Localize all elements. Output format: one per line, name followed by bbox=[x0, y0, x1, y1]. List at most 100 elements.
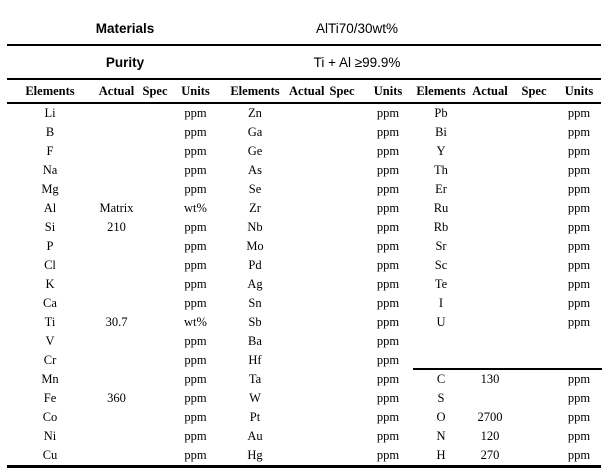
cell-actual bbox=[469, 332, 511, 351]
cell-actual: Matrix bbox=[99, 201, 134, 215]
cell-units: ppm bbox=[567, 125, 591, 139]
cell-element: Zr bbox=[249, 201, 261, 215]
cell-actual bbox=[289, 408, 321, 427]
cell-actual bbox=[289, 389, 321, 408]
cell-actual bbox=[93, 351, 140, 370]
cell-units: ppm bbox=[184, 334, 207, 348]
cell-spec bbox=[321, 294, 363, 313]
materials-row: Materials AlTi70/30wt% bbox=[0, 0, 609, 44]
cell-units: ppm bbox=[567, 182, 591, 196]
cell-element: Ga bbox=[247, 125, 263, 139]
cell-spec bbox=[140, 161, 170, 180]
cell-units: ppm bbox=[376, 163, 400, 177]
cell-element: Mg bbox=[41, 182, 59, 196]
cell-element: Sb bbox=[248, 315, 262, 329]
cell-element: Si bbox=[44, 220, 56, 234]
cell-units: ppm bbox=[184, 106, 207, 120]
cell-element: Nb bbox=[247, 220, 263, 234]
cell-actual bbox=[289, 275, 321, 294]
column-header-elements-3: Elements bbox=[416, 83, 466, 98]
cell-actual bbox=[289, 199, 321, 218]
cell-element: Hg bbox=[247, 448, 263, 462]
cell-actual bbox=[93, 294, 140, 313]
column-header-units-2: Units bbox=[373, 83, 403, 98]
cell-spec bbox=[140, 180, 170, 199]
cell-spec bbox=[321, 275, 363, 294]
cell-units: ppm bbox=[567, 163, 591, 177]
cell-element: Ag bbox=[247, 277, 263, 291]
cell-units: ppm bbox=[376, 258, 400, 272]
cell-spec bbox=[321, 256, 363, 275]
cell-units: ppm bbox=[567, 429, 591, 443]
cell-units: wt% bbox=[184, 315, 207, 329]
column-header-actual-3: Actual bbox=[472, 83, 508, 98]
cell-units: ppm bbox=[376, 372, 400, 386]
cell-units: ppm bbox=[567, 106, 591, 120]
cell-actual bbox=[93, 237, 140, 256]
cell-units bbox=[557, 332, 601, 351]
cell-actual: 360 bbox=[107, 391, 126, 405]
cell-units: ppm bbox=[184, 410, 207, 424]
cell-actual bbox=[93, 142, 140, 161]
cell-units: ppm bbox=[567, 391, 591, 405]
column-header-units-1: Units bbox=[181, 83, 210, 98]
cell-units: ppm bbox=[567, 220, 591, 234]
cell-units: wt% bbox=[184, 201, 207, 215]
cell-actual bbox=[289, 313, 321, 332]
cell-element: Zn bbox=[248, 106, 262, 120]
cell-spec bbox=[140, 123, 170, 142]
cell-spec bbox=[321, 313, 363, 332]
cell-actual bbox=[289, 370, 321, 389]
cell-actual bbox=[289, 294, 321, 313]
cell-actual bbox=[289, 180, 321, 199]
cell-element: V bbox=[45, 334, 55, 348]
purity-row: Purity Ti + Al ≥99.9% bbox=[0, 46, 609, 78]
cell-element: Ba bbox=[248, 334, 262, 348]
cell-actual bbox=[93, 104, 140, 123]
cell-units: ppm bbox=[567, 201, 591, 215]
cell-element: K bbox=[45, 277, 55, 291]
cell-element: Cr bbox=[43, 353, 57, 367]
cell-spec bbox=[321, 427, 363, 446]
cell-actual bbox=[469, 389, 511, 408]
cell-units: ppm bbox=[184, 182, 207, 196]
column-header-elements-2: Elements bbox=[230, 83, 280, 98]
column-header-actual-1: Actual bbox=[98, 83, 135, 98]
cell-units: ppm bbox=[184, 429, 207, 443]
cell-units: ppm bbox=[567, 144, 591, 158]
column-header-actual-2: Actual bbox=[289, 83, 325, 98]
cell-units: ppm bbox=[184, 296, 207, 310]
cell-units: ppm bbox=[567, 448, 591, 462]
cell-element: U bbox=[436, 315, 446, 329]
cell-actual bbox=[289, 142, 321, 161]
cell-element: Er bbox=[435, 182, 447, 196]
cell-spec bbox=[511, 370, 557, 389]
cell-actual bbox=[289, 351, 321, 370]
cell-units: ppm bbox=[376, 125, 400, 139]
cell-spec bbox=[511, 427, 557, 446]
materials-value: AlTi70/30wt% bbox=[315, 20, 399, 36]
cell-actual bbox=[93, 256, 140, 275]
cell-spec bbox=[511, 237, 557, 256]
cell-spec bbox=[321, 389, 363, 408]
cell-actual bbox=[289, 123, 321, 142]
cell-element: Hf bbox=[248, 353, 262, 367]
cell-element: F bbox=[46, 144, 54, 158]
cell-element: Ge bbox=[247, 144, 263, 158]
cell-spec bbox=[511, 294, 557, 313]
cell-element: Bi bbox=[435, 125, 447, 139]
cell-spec bbox=[511, 256, 557, 275]
cell-spec bbox=[140, 218, 170, 237]
cell-units: ppm bbox=[376, 448, 400, 462]
column-header-row: Elements Actual Spec Units Elements Actu… bbox=[7, 80, 601, 102]
cell-element: As bbox=[248, 163, 262, 177]
cell-spec bbox=[321, 161, 363, 180]
cell-units: ppm bbox=[184, 391, 207, 405]
cell-spec bbox=[140, 237, 170, 256]
cell-element: I bbox=[438, 296, 444, 310]
cell-units: ppm bbox=[567, 277, 591, 291]
cell-spec bbox=[511, 142, 557, 161]
cell-actual bbox=[469, 123, 511, 142]
